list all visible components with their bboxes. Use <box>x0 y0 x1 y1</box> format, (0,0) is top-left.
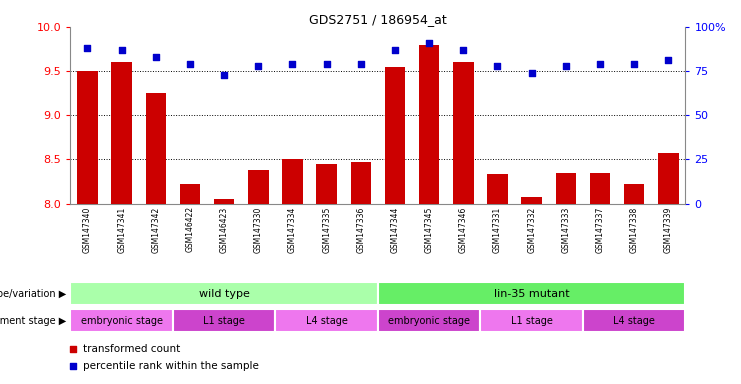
Bar <box>248 170 268 204</box>
Bar <box>480 309 583 332</box>
Text: wild type: wild type <box>199 289 250 299</box>
Text: embryonic stage: embryonic stage <box>81 316 162 326</box>
Point <box>526 70 538 76</box>
Bar <box>70 309 173 332</box>
Point <box>287 61 299 67</box>
Point <box>218 71 230 78</box>
Text: L1 stage: L1 stage <box>511 316 553 326</box>
Text: L4 stage: L4 stage <box>614 316 655 326</box>
Bar <box>590 173 611 204</box>
Bar <box>453 62 473 204</box>
Text: transformed count: transformed count <box>83 344 180 354</box>
Point <box>491 63 503 69</box>
Bar <box>488 174 508 204</box>
Point <box>560 63 572 69</box>
Bar <box>624 184 645 204</box>
Bar <box>282 159 303 204</box>
Bar <box>378 309 480 332</box>
Text: L1 stage: L1 stage <box>203 316 245 326</box>
Bar <box>385 66 405 204</box>
Bar <box>214 199 234 204</box>
Point <box>67 362 79 369</box>
Bar <box>378 282 685 305</box>
Point <box>389 47 401 53</box>
Bar <box>350 162 371 204</box>
Bar <box>316 164 337 204</box>
Point <box>457 47 469 53</box>
Bar <box>419 45 439 204</box>
Point <box>355 61 367 67</box>
Bar <box>111 62 132 204</box>
Point <box>253 63 265 69</box>
Bar <box>276 309 378 332</box>
Point <box>82 45 93 51</box>
Text: L4 stage: L4 stage <box>306 316 348 326</box>
Point <box>67 346 79 352</box>
Point <box>628 61 640 67</box>
Title: GDS2751 / 186954_at: GDS2751 / 186954_at <box>309 13 447 26</box>
Bar <box>522 197 542 204</box>
Text: genotype/variation ▶: genotype/variation ▶ <box>0 289 67 299</box>
Bar <box>145 93 166 204</box>
Text: lin-35 mutant: lin-35 mutant <box>494 289 570 299</box>
Bar <box>180 184 200 204</box>
Bar <box>70 282 378 305</box>
Point <box>116 47 127 53</box>
Text: embryonic stage: embryonic stage <box>388 316 470 326</box>
Point <box>594 61 606 67</box>
Bar <box>173 309 276 332</box>
Text: development stage ▶: development stage ▶ <box>0 316 67 326</box>
Text: percentile rank within the sample: percentile rank within the sample <box>83 361 259 371</box>
Point <box>662 57 674 63</box>
Point <box>184 61 196 67</box>
Bar <box>583 309 685 332</box>
Point <box>150 54 162 60</box>
Bar <box>658 153 679 204</box>
Point <box>321 61 333 67</box>
Point <box>423 40 435 46</box>
Bar <box>77 71 98 204</box>
Bar <box>556 173 576 204</box>
